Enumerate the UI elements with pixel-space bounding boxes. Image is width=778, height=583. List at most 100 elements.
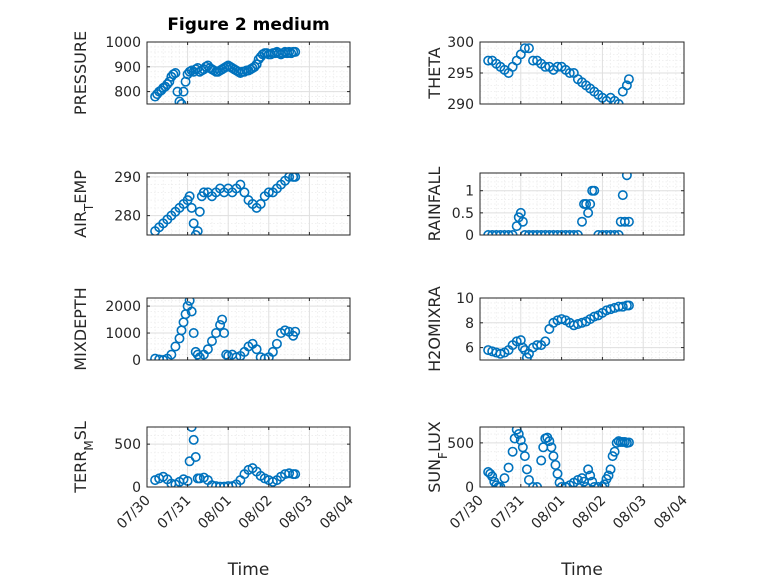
- data-point: [172, 86, 183, 97]
- data-point: [511, 336, 522, 347]
- data-point: [487, 230, 498, 235]
- x-tick-label: 08/02: [236, 493, 276, 533]
- data-point: [263, 187, 274, 198]
- plot-area: [480, 298, 684, 360]
- data-series: [483, 43, 634, 104]
- data-point: [284, 468, 295, 479]
- axes-top-left: 800 900 1000 PRESSURE Figure 2 medium: [71, 15, 351, 115]
- data-point: [491, 480, 502, 487]
- data-point: [585, 199, 596, 210]
- axes-box: [146, 426, 351, 488]
- data-point: [515, 435, 526, 446]
- axes-bottom-left: 0 500 07/30 07/31 08/01 08/02 08/03 08/04 Time TE…: [71, 421, 357, 580]
- data-point: [290, 326, 301, 337]
- data-point: [170, 341, 181, 352]
- data-point: [517, 342, 528, 353]
- data-point: [544, 230, 555, 235]
- x-tick-label: 08/04: [651, 492, 691, 532]
- data-point: [617, 190, 628, 201]
- data-point: [515, 207, 526, 218]
- data-point: [597, 230, 608, 235]
- data-point: [495, 230, 506, 235]
- axes-box: [479, 426, 685, 488]
- data-series: [150, 173, 301, 235]
- data-point: [540, 336, 551, 347]
- y-tick-label: 0: [132, 353, 141, 369]
- y-tick-label: 280: [114, 209, 141, 225]
- data-series: [483, 300, 634, 360]
- data-point: [619, 216, 630, 227]
- data-point: [556, 230, 567, 235]
- data-point: [568, 230, 579, 235]
- data-point: [251, 344, 262, 355]
- data-point: [528, 55, 539, 66]
- data-point: [499, 473, 510, 484]
- data-point: [583, 207, 594, 218]
- data-point: [513, 429, 524, 440]
- data-point: [585, 470, 596, 481]
- x-tick-label: 08/03: [610, 493, 650, 533]
- data-point: [290, 173, 301, 182]
- data-point: [219, 328, 230, 339]
- x-tick-label: 07/30: [114, 493, 154, 533]
- data-series: [150, 46, 301, 104]
- data-point: [609, 446, 620, 457]
- data-point: [605, 230, 616, 235]
- data-point: [206, 336, 217, 347]
- data-point: [517, 216, 528, 227]
- x-axis-label: Time: [227, 560, 270, 580]
- data-point: [221, 349, 232, 360]
- data-point: [176, 99, 187, 104]
- data-point: [546, 442, 557, 453]
- data-point: [174, 96, 185, 104]
- y-axis-label: AIRTEMP: [71, 170, 96, 238]
- y-tick-label: 1: [465, 184, 474, 200]
- data-point: [483, 55, 494, 66]
- data-point: [517, 442, 528, 453]
- data-point: [552, 468, 563, 479]
- axes-row2-left: 280 290 AIRTEMP: [71, 170, 351, 238]
- data-point: [552, 61, 563, 72]
- data-point: [188, 328, 199, 339]
- data-point: [495, 348, 506, 359]
- data-point: [192, 349, 203, 360]
- data-point: [532, 230, 543, 235]
- data-series: [483, 173, 634, 235]
- data-point: [483, 230, 494, 235]
- y-axis-label: H2OMIXRA: [425, 286, 444, 372]
- data-point: [601, 230, 612, 235]
- x-axis-label: Time: [560, 560, 603, 580]
- data-point: [519, 43, 530, 54]
- data-point: [271, 338, 282, 349]
- data-point: [623, 74, 634, 85]
- data-point: [623, 300, 634, 311]
- data-point: [186, 202, 197, 213]
- data-point: [190, 230, 201, 235]
- data-point: [215, 319, 226, 330]
- data-point: [587, 476, 598, 487]
- y-tick-label: 0: [465, 228, 474, 244]
- data-point: [507, 446, 518, 457]
- data-point: [550, 459, 561, 470]
- y-tick-label: 6: [465, 341, 474, 357]
- data-point: [290, 46, 301, 57]
- chart-title: Figure 2 medium: [167, 15, 329, 35]
- x-tick-label: 07/31: [488, 493, 528, 533]
- y-tick-label: 500: [114, 437, 141, 453]
- y-tick-label: 8: [465, 316, 474, 332]
- data-point: [519, 451, 530, 462]
- x-tick-label: 08/01: [529, 493, 569, 533]
- y-tick-label: 10: [456, 291, 474, 307]
- data-point: [267, 346, 278, 357]
- data-point: [613, 230, 624, 235]
- y-tick-label: 290: [114, 170, 141, 186]
- data-point: [556, 314, 567, 325]
- y-tick-label: 500: [447, 436, 474, 452]
- axes-row2-right: 0 0.5 1 RAINFALL: [425, 167, 685, 244]
- y-tick-label: 2000: [105, 299, 141, 315]
- y-tick-label: 0.5: [452, 206, 474, 222]
- data-point: [552, 230, 563, 235]
- data-point: [576, 216, 587, 227]
